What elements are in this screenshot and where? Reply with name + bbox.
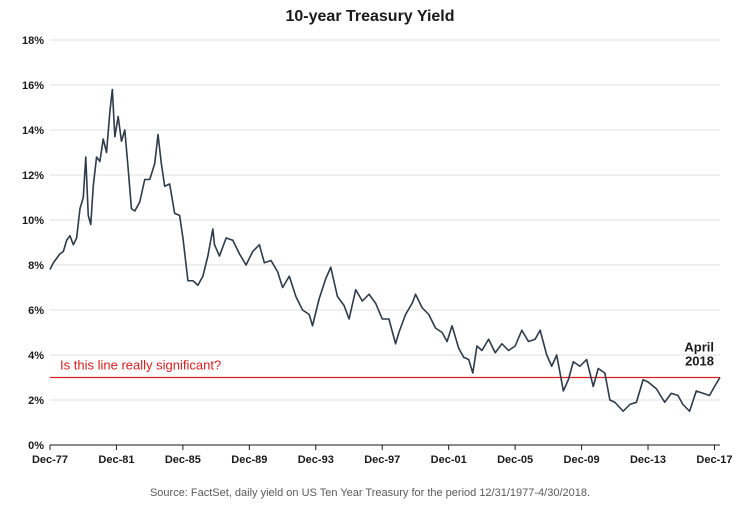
y-tick-label: 10% bbox=[22, 215, 44, 227]
end-annotation-line1: April bbox=[684, 340, 714, 355]
source-note: Source: FactSet, daily yield on US Ten Y… bbox=[0, 487, 740, 499]
x-tick-label: Dec-17 bbox=[696, 454, 732, 466]
y-tick-label: 18% bbox=[22, 35, 44, 47]
x-tick-label: Dec-81 bbox=[98, 454, 134, 466]
x-tick-label: Dec-93 bbox=[298, 454, 334, 466]
line-chart: 0% 2% 4% 6% 8% 10% 12% 14% 16% 18% Dec-77 Dec-81 Dec… bbox=[0, 0, 740, 517]
x-tick-label: Dec-85 bbox=[165, 454, 201, 466]
chart-container: 10-year Treasury Yield 0% 2% 4% 6% 8% 10% 12% 1… bbox=[0, 0, 740, 517]
y-tick-label: 2% bbox=[28, 395, 44, 407]
y-tick-label: 12% bbox=[22, 170, 44, 182]
x-tick-label: Dec-77 bbox=[32, 454, 68, 466]
y-tick-label: 8% bbox=[28, 260, 44, 272]
y-tick-label: 16% bbox=[22, 80, 44, 92]
y-tick-label: 6% bbox=[28, 305, 44, 317]
y-tick-label: 14% bbox=[22, 125, 44, 137]
x-tick-label: Dec-09 bbox=[564, 454, 600, 466]
x-tick-label: Dec-97 bbox=[364, 454, 400, 466]
chart-title: 10-year Treasury Yield bbox=[0, 8, 740, 26]
y-tick-label: 0% bbox=[28, 440, 44, 452]
x-tick-label: Dec-01 bbox=[431, 454, 467, 466]
reference-annotation: Is this line really significant? bbox=[60, 358, 221, 373]
y-tick-label: 4% bbox=[28, 350, 44, 362]
x-tick-label: Dec-89 bbox=[231, 454, 267, 466]
x-tick-label: Dec-05 bbox=[497, 454, 533, 466]
end-annotation-line2: 2018 bbox=[685, 354, 714, 369]
x-tick-label: Dec-13 bbox=[630, 454, 666, 466]
